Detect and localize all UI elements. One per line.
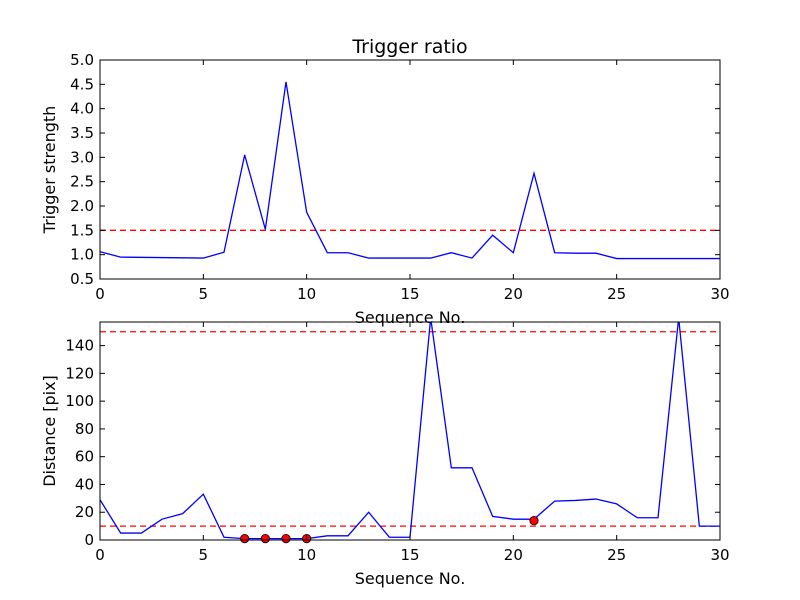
y-tick-label: 40 [75, 475, 94, 493]
y-tick-label: 120 [65, 364, 94, 382]
trigger-ratio-plot: 0 5 10 15 20 25 30 0.5 1.0 1.5 2.0 2.5 3.0 3.5 4.0 4.5 5… [40, 36, 730, 327]
y-tick-label: 2.5 [70, 173, 94, 191]
x-tick-label: 25 [607, 546, 626, 564]
x-tick-label: 30 [710, 546, 729, 564]
y-axis-title: Distance [pix] [40, 375, 59, 487]
marker-point [240, 534, 250, 544]
x-tick-label: 15 [400, 546, 419, 564]
x-tick-label: 0 [95, 285, 105, 303]
y-tick-label: 0.5 [70, 270, 94, 288]
marker-point [281, 534, 291, 544]
y-tick-label: 2.0 [70, 197, 94, 215]
y-tick-label: 60 [75, 448, 94, 466]
y-tick-label: 3.0 [70, 148, 94, 166]
series-line [100, 81, 720, 260]
distance-plot: 0 5 10 15 20 25 30 0 20 40 60 80 100 120 140 Sequence N… [40, 321, 730, 588]
y-tick-label: 100 [65, 392, 94, 410]
x-tick-label: 5 [199, 285, 209, 303]
x-axis-title: Sequence No. [355, 569, 466, 588]
x-tick-label: 10 [297, 285, 316, 303]
x-tick-label: 30 [710, 285, 729, 303]
marker-point [529, 515, 539, 526]
y-tick-label: 4.5 [70, 75, 94, 93]
x-tick-label: 20 [504, 285, 523, 303]
x-tick-label: 5 [199, 546, 209, 564]
chart-title: Trigger ratio [351, 36, 467, 58]
x-tick-label: 25 [607, 285, 626, 303]
y-tick-label: 80 [75, 420, 94, 438]
y-tick-label: 20 [75, 503, 94, 521]
y-tick-label: 140 [65, 337, 94, 355]
x-tick-label: 0 [95, 546, 105, 564]
y-tick-label: 3.5 [70, 124, 94, 142]
y-tick-label: 4.0 [70, 100, 94, 118]
y-tick-label: 1.0 [70, 246, 94, 264]
x-tick-label: 15 [400, 285, 419, 303]
x-tick-label: 10 [297, 546, 316, 564]
y-tick-label: 0 [84, 531, 94, 549]
y-tick-label: 5.0 [70, 51, 94, 69]
y-axis-title: Trigger strength [40, 106, 59, 235]
y-tick-label: 1.5 [70, 221, 94, 239]
x-tick-label: 20 [504, 546, 523, 564]
marker-point [260, 534, 270, 544]
